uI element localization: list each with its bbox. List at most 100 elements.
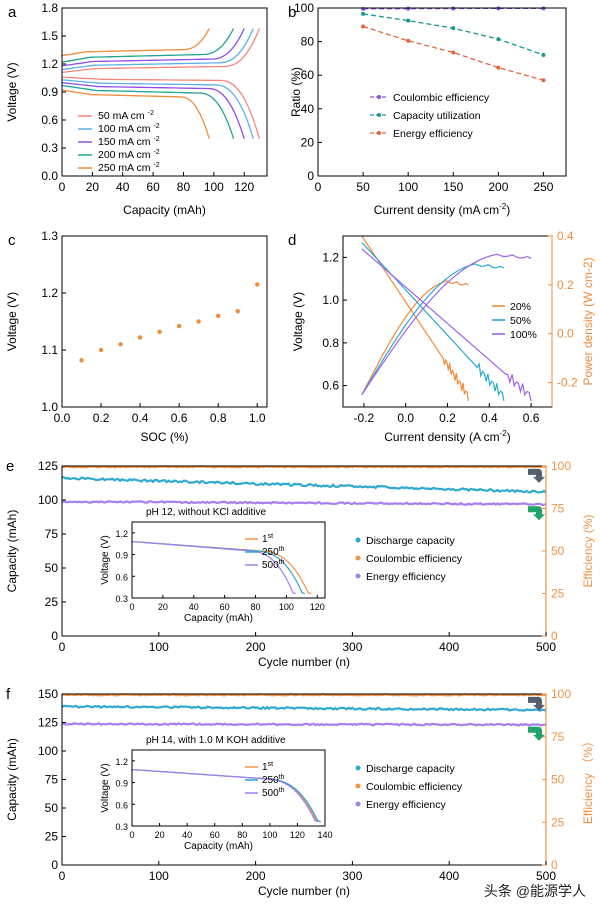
y-tick-label: 50	[45, 561, 59, 575]
discharge-curve-100	[61, 79, 254, 139]
y-tick-label: 25	[45, 830, 59, 844]
discharge-capacity-series	[61, 476, 547, 494]
y-tick-label: 75	[45, 773, 59, 787]
y-right-tick-label: 0	[551, 858, 558, 872]
inset-y-label-f: Voltage (V)	[100, 763, 111, 812]
y-axis-label-f: Capacity (mAh)	[5, 738, 19, 821]
inset-x-tick-label: 40	[182, 830, 192, 840]
y-tick-label: 100	[38, 493, 58, 507]
y-tick-label: 1.2	[41, 286, 58, 300]
y-right-tick-label: 100	[551, 459, 571, 473]
y-tick-label: 25	[45, 595, 59, 609]
x-tick-label: 300	[342, 640, 362, 654]
data-point	[215, 313, 221, 318]
data-point	[118, 342, 123, 347]
x-axis-label-b: Current density (mA cm-2)	[374, 202, 511, 217]
inset-title-f: pH 14, with 1.0 M KOH additive	[146, 735, 286, 746]
x-tick-label: 60	[146, 180, 160, 194]
x-axis-label-a: Capacity (mAh)	[123, 203, 206, 217]
x-axis-label-c: SOC (%)	[141, 430, 189, 444]
x-tick-label: 200	[488, 180, 508, 194]
inset-legend-entry: 1st	[262, 533, 273, 545]
y-tick-label: 1.2	[41, 57, 58, 71]
y-tick-label: 0	[51, 629, 58, 643]
right-arrow-icon	[528, 468, 545, 483]
inset-y-tick-label: 1.2	[115, 529, 128, 539]
panel-label-a: a	[8, 4, 17, 21]
y-tick-label: 40	[301, 102, 315, 116]
x-tick-label: 500	[536, 640, 556, 654]
legend-entry-a: 100 mA cm -2	[98, 123, 160, 135]
data-point	[451, 26, 456, 31]
charge-curve-200	[61, 28, 235, 63]
y-right-axis-label-f: Efficiency （%）	[581, 735, 595, 824]
x-tick-label: 250	[533, 180, 553, 194]
x-tick-label: 0.6	[523, 411, 540, 425]
y-tick-label: 1.8	[41, 1, 58, 15]
data-point	[406, 18, 411, 23]
y-tick-label: 100	[294, 1, 314, 15]
x-tick-label: 500	[536, 869, 556, 883]
inset-frame-e	[131, 521, 326, 599]
x-tick-label: 0.2	[439, 411, 456, 425]
data-point	[361, 11, 366, 16]
inset-title-e: pH 12, without KCl additive	[146, 507, 267, 518]
y-tick-label: 60	[301, 68, 315, 82]
y-right-tick-label: 75	[551, 502, 565, 516]
inset-x-tick-label: 140	[317, 830, 332, 840]
y-tick-label: 1.5	[41, 29, 58, 43]
legend-entry-f: Energy efficiency	[366, 799, 447, 811]
legend-entry-d: 100%	[510, 329, 537, 341]
charge-curve-100	[61, 28, 254, 71]
inset-y-tick-label: 1.2	[115, 757, 128, 767]
legend-entry-f: Coulombic efficiency	[366, 781, 463, 793]
inset-x-tick-label: 20	[158, 602, 168, 612]
x-tick-label: 0.4	[132, 411, 149, 425]
x-tick-label: 200	[246, 869, 266, 883]
data-point	[79, 358, 84, 363]
legend-marker-f	[355, 765, 361, 771]
y-tick-label: 0.6	[322, 379, 339, 393]
y-tick-label: 100	[38, 744, 58, 758]
x-tick-label: 40	[116, 180, 130, 194]
data-point	[157, 329, 162, 334]
inset-x-tick-label: 120	[310, 602, 325, 612]
data-point	[451, 50, 456, 55]
inset-y-tick-label: 0.9	[115, 779, 128, 789]
legend-marker-f	[355, 783, 361, 789]
x-tick-label: 50	[356, 180, 370, 194]
x-tick-label: 400	[439, 869, 459, 883]
y-right-tick-label: 0.4	[557, 229, 574, 243]
legend-entry-b: Energy efficiency	[393, 128, 474, 140]
y-tick-label: 0.8	[322, 336, 339, 350]
legend-marker-e	[355, 573, 361, 579]
panel-label-c: c	[8, 232, 16, 249]
x-tick-label: 300	[342, 869, 362, 883]
y-tick-label: 1.0	[41, 400, 58, 414]
inset-x-tick-label: 60	[220, 602, 230, 612]
y-tick-label: 0.9	[41, 85, 58, 99]
data-point	[255, 282, 260, 287]
x-tick-label: 100	[149, 869, 169, 883]
y-axis-label-d: Voltage (V)	[291, 292, 305, 351]
inset-x-tick-label: 40	[189, 602, 199, 612]
power-curve-50%	[361, 263, 505, 396]
data-point	[541, 78, 546, 83]
legend-entry-e: Coulombic efficiency	[366, 553, 463, 565]
inset-y-tick-label: 0.6	[115, 800, 128, 810]
y-right-tick-label: -0.2	[557, 376, 578, 390]
y-tick-label: 1.1	[41, 343, 58, 357]
x-tick-label: 80	[177, 180, 191, 194]
y-right-axis-label-e: Efficiency (%)	[581, 514, 595, 587]
data-point	[406, 38, 411, 43]
panel-label-f: f	[6, 686, 11, 703]
x-tick-label: 0.0	[397, 411, 414, 425]
inset-legend-entry: 500th	[262, 559, 285, 571]
inset-x-tick-label: 0	[129, 602, 134, 612]
y-tick-label: 80	[301, 35, 315, 49]
legend-entry-d: 20%	[510, 301, 531, 313]
data-point	[361, 6, 366, 11]
legend-entry-e: Discharge capacity	[366, 535, 455, 547]
y-tick-label: 0.3	[41, 141, 58, 155]
y-axis-label-b: Ratio (%)	[289, 67, 303, 117]
